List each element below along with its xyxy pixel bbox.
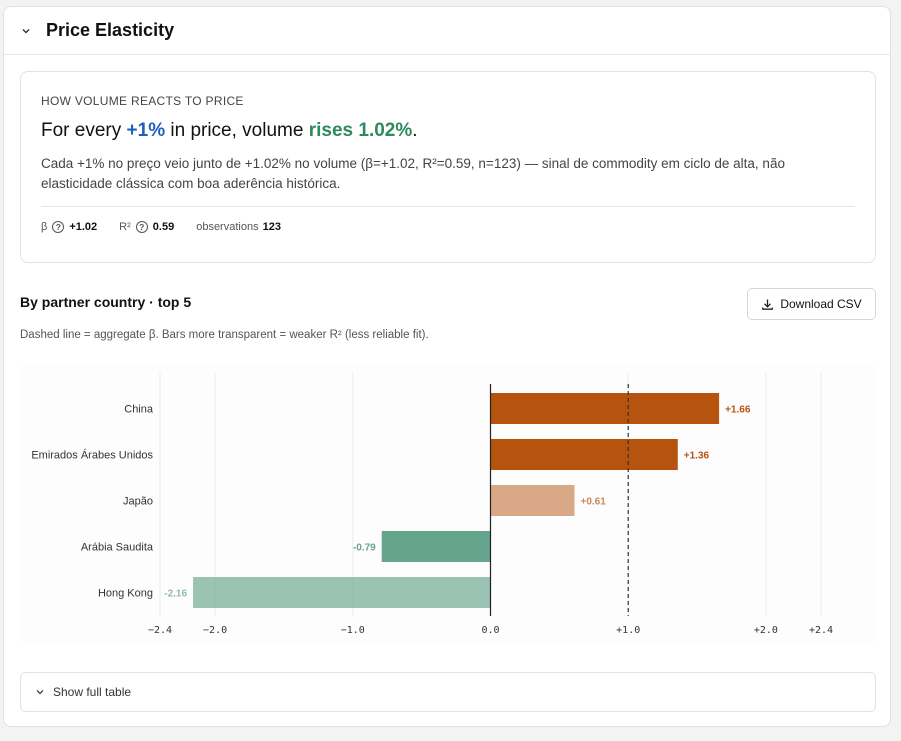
elasticity-bar-chart: China +1.66 Emirados Árabes Unidos +1.36 Jap… — [20, 364, 876, 644]
observations-label: observations — [196, 221, 259, 233]
data-label: +1.36 — [684, 451, 710, 462]
category-label: Emirados Árabes Unidos — [31, 449, 153, 462]
panel-header[interactable]: Price Elasticity — [4, 7, 890, 55]
chart-caption: Dashed line = aggregate β. Bars more tra… — [20, 329, 429, 341]
category-label: Arábia Saudita — [81, 542, 154, 554]
download-csv-label: Download CSV — [780, 297, 862, 311]
bar — [490, 393, 720, 424]
stat-beta: β ? +1.02 — [41, 221, 97, 233]
stat-r2: R² ? 0.59 — [119, 221, 174, 233]
bar — [193, 577, 491, 608]
tick-label: +2.4 — [809, 625, 833, 636]
stat-observations: observations 123 — [196, 221, 281, 233]
data-label: +1.66 — [725, 405, 751, 416]
summary-eyebrow: HOW VOLUME REACTS TO PRICE — [41, 94, 244, 108]
summary-card: HOW VOLUME REACTS TO PRICE For every +1%… — [20, 71, 876, 263]
chevron-down-icon[interactable] — [20, 25, 32, 37]
r2-label: R² — [119, 221, 131, 233]
category-label: Hong Kong — [98, 588, 153, 600]
show-full-table-label: Show full table — [53, 685, 132, 699]
summary-description: Cada +1% no preço veio junto de +1.02% n… — [41, 156, 785, 191]
price-elasticity-panel: Price Elasticity HOW VOLUME REACTS TO PR… — [3, 6, 891, 727]
panel-title: Price Elasticity — [46, 20, 175, 40]
beta-label: β — [41, 221, 48, 233]
help-icon[interactable]: ? — [135, 221, 148, 233]
data-label: -0.79 — [353, 543, 376, 554]
observations-value: 123 — [262, 221, 281, 233]
bar — [490, 485, 575, 516]
download-icon — [761, 298, 774, 311]
data-label: -2.16 — [164, 589, 187, 600]
download-csv-button[interactable]: Download CSV — [747, 288, 876, 320]
category-label: Japão — [123, 496, 153, 508]
headline-suffix: . — [412, 120, 418, 141]
beta-value: +1.02 — [69, 221, 98, 233]
headline-prefix: For every — [41, 120, 127, 141]
headline-price-change: +1% — [126, 120, 166, 141]
data-label: +0.61 — [581, 497, 607, 508]
section-title: By partner country · top 5 — [20, 294, 192, 310]
show-full-table-toggle[interactable]: Show full table — [20, 672, 876, 712]
tick-label: 0.0 — [481, 625, 499, 636]
summary-headline: For every +1% in price, volume rises 1.0… — [41, 120, 855, 142]
tick-label: +2.0 — [754, 625, 778, 636]
chevron-down-icon — [35, 687, 45, 697]
tick-label: −2.4 — [148, 625, 172, 636]
summary-stats: β ? +1.02 R² ? 0.59 observations 123 — [41, 221, 855, 233]
bar — [381, 531, 491, 562]
bar — [490, 439, 678, 470]
category-label: China — [124, 404, 154, 416]
headline-mid: in price, volume — [165, 120, 309, 141]
summary-divider — [41, 206, 855, 207]
help-icon[interactable]: ? — [52, 221, 65, 233]
tick-label: −1.0 — [341, 625, 365, 636]
r2-value: 0.59 — [152, 221, 175, 233]
tick-label: +1.0 — [616, 625, 640, 636]
headline-volume-result: rises 1.02% — [308, 120, 413, 141]
tick-label: −2.0 — [203, 625, 227, 636]
